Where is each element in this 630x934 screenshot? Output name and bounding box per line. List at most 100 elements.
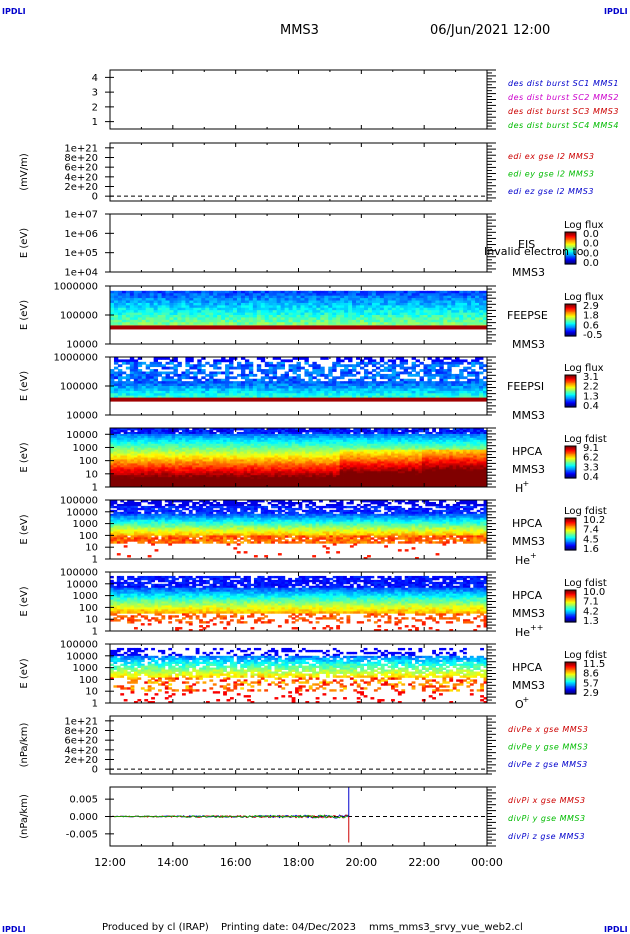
panel-feepsi-cell: [213, 364, 218, 368]
panel-feepsi-cell: [256, 366, 262, 370]
panel-hpca_h-cell: [260, 465, 265, 468]
panel-feepsi-cell: [391, 378, 397, 382]
panel-hpca_h-cell: [154, 439, 159, 443]
panel-hpca_h-cell: [110, 467, 114, 470]
panel-feepse-cell: [352, 315, 357, 318]
panel-feepsi-cell: [137, 393, 143, 397]
panel-feepsi-cell: [316, 364, 321, 368]
panel-feepse-cell: [280, 319, 286, 323]
panel-hpca_h-cell: [277, 473, 282, 476]
panel-feepse-cell: [256, 317, 262, 321]
panel-hpca_h-cell: [202, 445, 207, 449]
panel-hpca_h-cell: [178, 463, 183, 466]
panel-hpca_h-cell: [130, 431, 135, 435]
panel-feepse-cell: [467, 319, 472, 323]
panel-feepsi-cell: [371, 376, 377, 380]
panel-feepse-cell: [213, 298, 218, 301]
panel-hpca_h-cell: [175, 473, 179, 476]
panel-feepse-cell: [221, 300, 226, 304]
panel-hpca_h-cell: [288, 465, 293, 468]
panel-hpca_h-cell: [284, 469, 289, 472]
panel-hpca_h-cell: [168, 467, 173, 470]
panel-feepse-cell: [217, 322, 222, 326]
panel-feepsi-cell: [328, 366, 333, 370]
panel-hpca_h-cell: [284, 457, 289, 460]
panel-feepsi-cell: [320, 381, 325, 384]
panel-hpca_h-cell: [130, 463, 135, 466]
panel-feepsi-cell: [336, 388, 341, 392]
panel-feepsi-cell: [296, 390, 301, 394]
panel-feepse-cell: [205, 298, 210, 301]
panel-hpca_h-cell: [120, 461, 125, 464]
panel-hpca_h-cell: [127, 481, 131, 484]
panel-feepsi-cell: [280, 373, 286, 377]
panel-feepse-cell: [189, 295, 194, 299]
panel-hpca_h-cell: [205, 483, 210, 486]
panel-feepsi-cell: [451, 364, 456, 368]
panel-feepsi-cell: [435, 388, 440, 392]
panel-hpca_h-cell: [168, 433, 173, 437]
panel-hpca_h-cell: [181, 455, 186, 458]
panel-feepse-cell: [181, 322, 186, 326]
panel-feepsi-cell: [431, 364, 436, 368]
panel-hpca_h-cell: [236, 471, 241, 474]
panel-feepse-cell: [260, 295, 266, 299]
panel-feepsi-cell: [193, 376, 198, 380]
panel-feepsi-cell: [177, 390, 182, 394]
panel-hpca_h-cell: [175, 428, 179, 431]
panel-feepsi-cell: [205, 381, 210, 384]
panel-feepse-cell: [367, 293, 373, 297]
panel-feepsi-cell: [379, 359, 385, 363]
panel-hpca_h-cell: [274, 428, 279, 431]
panel-feepse-cell: [340, 315, 345, 318]
panel-feepse-cell: [431, 300, 436, 304]
panel-feepsi-cell: [173, 371, 178, 375]
panel-feepsi-cell: [177, 381, 182, 384]
panel-feepse-cell: [292, 290, 297, 294]
panel-hpca_h-cell: [277, 471, 282, 474]
panel-hpca_h-cell: [301, 467, 306, 470]
panel-feepse-cell: [379, 295, 385, 299]
panel-hpca_h-cell: [178, 431, 183, 435]
panel-hpca_h-cell: [199, 461, 203, 464]
panel-feepsi-cell: [348, 393, 353, 397]
panel-feepsi-cell: [439, 366, 444, 370]
panel-hpca_h-cell: [319, 471, 323, 474]
panel-hpca_h-cell: [123, 455, 128, 458]
panel-feepse-cell: [375, 290, 381, 294]
panel-feepsi-cell: [213, 381, 218, 384]
panel-hpca_h-cell: [175, 443, 179, 447]
panel-hpca_h-cell: [223, 475, 227, 478]
panel-hpca_h-cell: [140, 479, 145, 482]
panel-feepsi-cell: [304, 357, 309, 360]
panel-feepse-cell: [221, 322, 226, 326]
panel-hpca_h-cell: [281, 473, 286, 476]
panel-feepsi-cell: [201, 390, 206, 394]
panel-feepsi-cell: [483, 381, 488, 384]
panel-feepse-cell: [455, 307, 460, 311]
panel-feepse-cell: [252, 317, 258, 321]
panel-feepse-cell: [312, 315, 317, 318]
panel-feepsi-cell: [201, 381, 206, 384]
panel-hpca_h-cell: [274, 481, 279, 484]
panel-feepsi-cell: [427, 386, 432, 389]
panel-feepsi-cell: [360, 395, 365, 399]
panel-hpca_h-cell: [322, 477, 327, 480]
panel-hpca_h-cell: [133, 439, 138, 443]
panel-hpca_h-cell: [325, 463, 330, 466]
panel-feepsi-cell: [308, 395, 313, 399]
panel-feepsi-cell: [463, 388, 468, 392]
panel-feepsi-cell: [375, 371, 381, 375]
panel-feepse-cell: [379, 317, 385, 321]
panel-hpca_h-cell: [319, 451, 323, 454]
panel-feepse-cell: [431, 322, 436, 326]
panel-feepse-cell: [344, 312, 349, 316]
panel-hpca_h-cell: [223, 477, 227, 480]
panel-hpca_h-cell: [157, 475, 162, 478]
panel-feepsi-cell: [169, 371, 174, 375]
panel-feepse-cell: [161, 312, 166, 316]
panel-feepsi-cell: [173, 373, 178, 377]
panel-feepsi-cell: [463, 393, 468, 397]
panel-hpca_h-cell: [284, 429, 289, 433]
panel-hpca_h-cell: [113, 429, 118, 433]
